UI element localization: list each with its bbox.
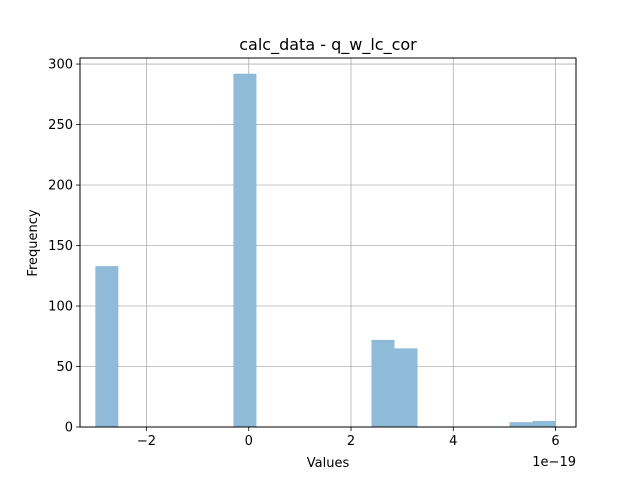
histogram-bar [509, 422, 533, 427]
histogram-bar [233, 73, 257, 427]
x-tick-label: 4 [449, 434, 457, 449]
histogram-bar [394, 348, 418, 427]
x-axis-ticks: −2 0 2 4 6 [137, 427, 560, 449]
y-tick-label: 150 [48, 239, 73, 254]
x-axis-label: Values [307, 456, 350, 471]
y-tick-label: 0 [65, 421, 73, 436]
x-tick-label: −2 [137, 434, 156, 449]
y-tick-label: 100 [48, 300, 73, 315]
x-axis-offset-label: 1e−19 [532, 455, 576, 470]
x-tick-label: 6 [551, 434, 559, 449]
bars [95, 73, 556, 427]
y-axis-ticks: 0 50 100 150 200 250 300 [48, 58, 80, 436]
histogram-bar [95, 266, 119, 427]
y-tick-label: 50 [56, 360, 73, 375]
y-tick-label: 250 [48, 118, 73, 133]
y-tick-label: 200 [48, 179, 73, 194]
x-tick-label: 0 [245, 434, 253, 449]
y-tick-label: 300 [48, 58, 73, 73]
x-tick-label: 2 [347, 434, 355, 449]
histogram-bar [371, 339, 395, 427]
chart-title: calc_data - q_w_lc_cor [239, 35, 417, 55]
y-axis-label: Frequency [26, 209, 41, 276]
histogram-bar [532, 420, 556, 427]
plot-frame [79, 57, 577, 428]
